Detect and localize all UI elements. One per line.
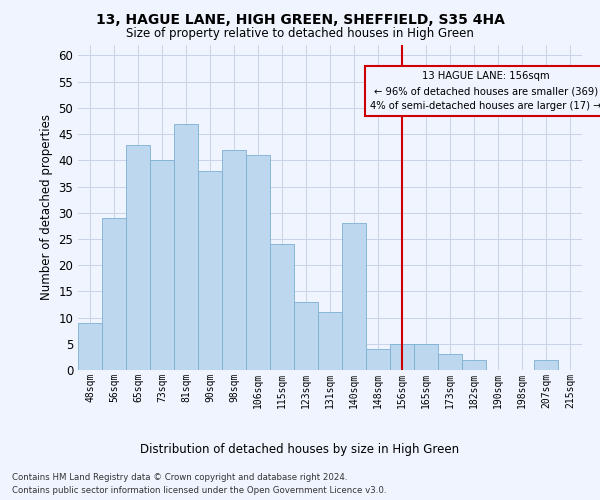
Bar bbox=[174, 124, 198, 370]
Text: Contains HM Land Registry data © Crown copyright and database right 2024.: Contains HM Land Registry data © Crown c… bbox=[12, 472, 347, 482]
Bar bbox=[462, 360, 486, 370]
Bar bbox=[246, 155, 270, 370]
Bar bbox=[270, 244, 294, 370]
Bar bbox=[318, 312, 342, 370]
Bar bbox=[294, 302, 318, 370]
Bar bbox=[78, 323, 102, 370]
Text: Distribution of detached houses by size in High Green: Distribution of detached houses by size … bbox=[140, 442, 460, 456]
Text: 13 HAGUE LANE: 156sqm
← 96% of detached houses are smaller (369)
4% of semi-deta: 13 HAGUE LANE: 156sqm ← 96% of detached … bbox=[370, 71, 600, 111]
Bar bbox=[438, 354, 462, 370]
Text: Contains public sector information licensed under the Open Government Licence v3: Contains public sector information licen… bbox=[12, 486, 386, 495]
Bar bbox=[222, 150, 246, 370]
Bar bbox=[126, 144, 150, 370]
Bar bbox=[390, 344, 414, 370]
Bar bbox=[342, 223, 366, 370]
Bar bbox=[198, 171, 222, 370]
Bar bbox=[150, 160, 174, 370]
Bar bbox=[534, 360, 558, 370]
Bar bbox=[366, 349, 390, 370]
Text: 13, HAGUE LANE, HIGH GREEN, SHEFFIELD, S35 4HA: 13, HAGUE LANE, HIGH GREEN, SHEFFIELD, S… bbox=[95, 12, 505, 26]
Y-axis label: Number of detached properties: Number of detached properties bbox=[40, 114, 53, 300]
Text: Size of property relative to detached houses in High Green: Size of property relative to detached ho… bbox=[126, 28, 474, 40]
Bar bbox=[102, 218, 126, 370]
Bar bbox=[414, 344, 438, 370]
